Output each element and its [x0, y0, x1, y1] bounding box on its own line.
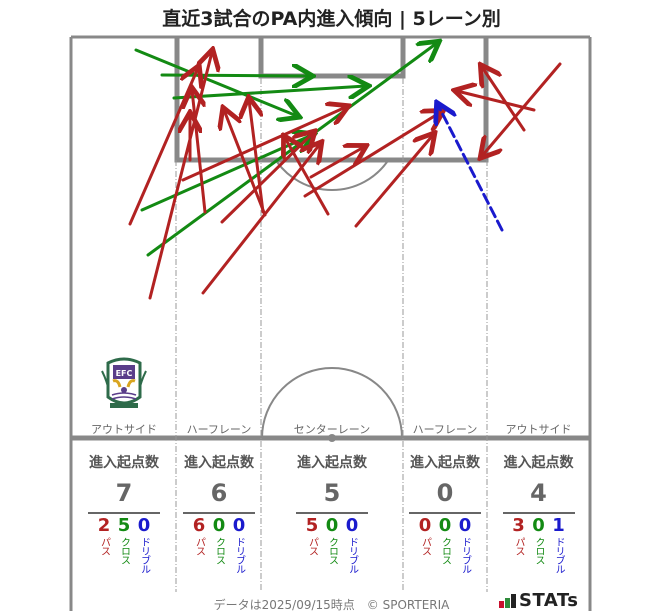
breakdown-right-outside: 3 パス 0 クロス 1 ドリブル	[488, 515, 589, 573]
breakdown-left-halfspace: 6 パス 0 クロス 0 ドリブル	[177, 515, 261, 573]
dribble-count: 0 ドリブル	[458, 515, 472, 573]
stat-total: 6	[210, 479, 228, 507]
cross-arrow	[172, 86, 366, 100]
svg-text:EFC: EFC	[116, 369, 133, 378]
dribble-count: 0 ドリブル	[232, 515, 246, 573]
cross-count: 0 クロス	[532, 515, 545, 564]
cross-arrow	[134, 48, 297, 116]
pass-count: 2 パス	[97, 515, 111, 555]
stat-column-left-outside: 進入起点数 7	[76, 452, 172, 514]
data-source-footer: データは2025/09/15時点 © SPORTERIA	[213, 598, 450, 612]
pass-arrow	[482, 62, 562, 156]
team-crest: EFC	[100, 357, 148, 417]
pass-arrow	[249, 100, 265, 214]
lane-label-left-outside: アウトサイド	[91, 423, 157, 436]
stat-column-left-halfspace: 進入起点数 6	[177, 452, 261, 514]
pass-count: 6 パス	[192, 515, 206, 555]
stat-header: 進入起点数	[89, 455, 159, 471]
team-crest-icon: EFC	[101, 357, 147, 408]
entry-arrows	[128, 43, 562, 300]
stat-divider	[502, 512, 575, 514]
pass-arrow	[181, 107, 346, 182]
stat-column-right-outside: 進入起点数 4	[488, 452, 589, 514]
pass-arrow	[482, 67, 526, 132]
lane-label-left-halfspace: ハーフレーン	[186, 423, 252, 436]
stat-total: 4	[530, 479, 547, 507]
pass-arrow	[457, 91, 536, 112]
stat-divider	[296, 512, 368, 514]
cross-count: 0 クロス	[438, 515, 452, 564]
lane-label-right-outside: アウトサイド	[505, 423, 572, 436]
dribble-count: 0 ドリブル	[345, 515, 359, 573]
pass-arrow	[309, 147, 364, 179]
pass-arrow	[148, 52, 212, 300]
stat-header: 進入起点数	[503, 455, 574, 471]
pass-count: 0 パス	[418, 515, 432, 555]
stats-logo: STATs	[499, 590, 578, 611]
lane-dividers	[175, 78, 488, 592]
cross-arrow	[160, 75, 310, 76]
stat-divider	[88, 512, 160, 514]
breakdown-right-halfspace: 0 パス 0 クロス 0 ドリブル	[404, 515, 486, 573]
pass-arrow	[303, 112, 441, 198]
stat-header: 進入起点数	[184, 455, 254, 471]
lane-label-center: センターレーン	[293, 423, 371, 436]
brand-name: STATs	[519, 590, 579, 611]
pass-arrow	[224, 110, 267, 217]
pass-count: 3 パス	[512, 515, 525, 555]
cross-count: 5 クロス	[117, 515, 131, 564]
pass-count: 5 パス	[305, 515, 319, 555]
cross-count: 0 クロス	[325, 515, 339, 564]
pass-arrow	[201, 144, 320, 295]
dribble-count: 1 ドリブル	[552, 515, 565, 573]
stat-column-right-halfspace: 進入起点数 0	[404, 452, 486, 514]
stat-header: 進入起点数	[297, 455, 367, 471]
cross-count: 0 クロス	[212, 515, 226, 564]
stat-column-center: 進入起点数 5	[262, 452, 402, 514]
stat-total: 5	[323, 479, 341, 507]
chart-title: 直近3試合のPA内進入傾向 | 5レーン別	[162, 8, 501, 30]
stat-total: 0	[436, 479, 454, 507]
stat-total: 7	[115, 479, 133, 507]
stat-divider	[183, 512, 255, 514]
pass-arrow	[354, 135, 433, 228]
stat-divider	[409, 512, 481, 514]
breakdown-center: 5 パス 0 クロス 0 ドリブル	[262, 515, 402, 573]
dribble-arrow	[438, 105, 504, 232]
pass-arrow	[285, 138, 330, 216]
bar-chart-icon	[499, 593, 516, 608]
breakdown-left-outside: 2 パス 5 クロス 0 ドリブル	[76, 515, 172, 573]
dribble-count: 0 ドリブル	[137, 515, 151, 573]
stat-header: 進入起点数	[410, 455, 480, 471]
lane-label-right-halfspace: ハーフレーン	[412, 423, 478, 436]
